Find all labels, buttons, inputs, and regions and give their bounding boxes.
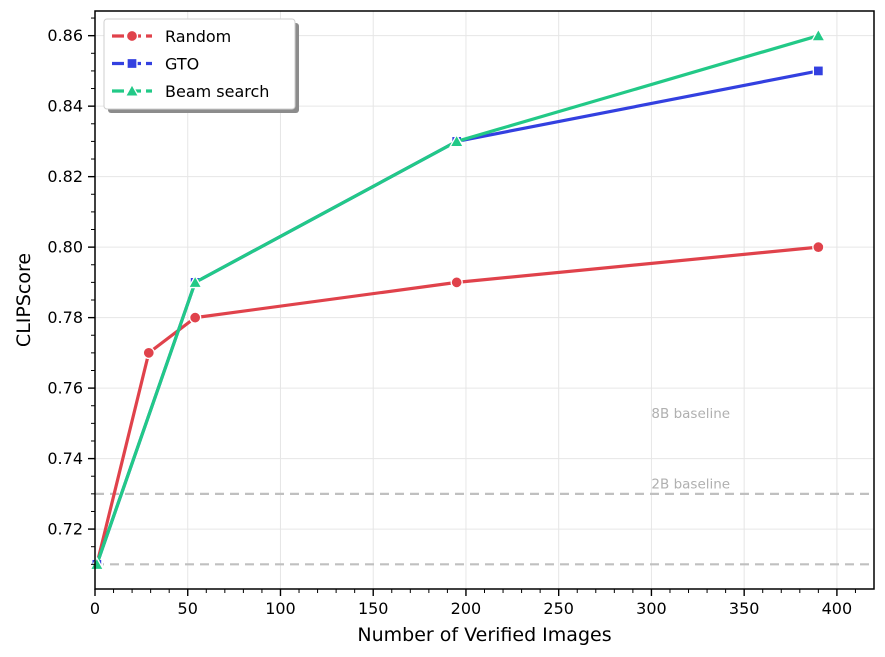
legend-box <box>103 18 296 110</box>
y-tick-label: 0.86 <box>47 26 83 45</box>
legend-marker <box>126 57 138 70</box>
data-point <box>812 65 825 77</box>
reference-line-label: 8B baseline <box>651 406 730 422</box>
data-point <box>449 133 465 148</box>
data-point <box>89 556 105 571</box>
legend-item: GTO <box>112 55 199 74</box>
x-tick-label: 50 <box>178 599 198 618</box>
x-tick-label: 150 <box>358 599 389 618</box>
legend-label: Beam search <box>165 82 269 101</box>
y-tick-label: 0.80 <box>47 238 83 257</box>
x-tick-label: 350 <box>729 599 760 618</box>
y-tick-label: 0.74 <box>47 449 83 468</box>
x-axis-ticks: 0 50 100 150 200 250 300 350 400 <box>90 589 856 618</box>
y-tick-label: 0.78 <box>47 308 83 327</box>
grid-lines <box>94 11 874 589</box>
series-line <box>95 34 819 565</box>
legend-marker <box>125 29 139 43</box>
y-tick-label: 0.84 <box>47 97 83 116</box>
series-beam-search <box>89 27 826 571</box>
y-tick-label: 0.82 <box>47 167 83 186</box>
y-tick-label: 0.76 <box>47 379 83 398</box>
data-point <box>450 276 463 289</box>
legend-label: Random <box>165 27 231 46</box>
legend-item: Beam search <box>112 82 269 101</box>
y-axis-ticks: 0.72 0.74 0.76 0.78 0.80 0.82 0.84 0.86 <box>47 17 95 565</box>
series-random <box>90 240 825 571</box>
legend: Random GTO Beam search <box>103 18 299 113</box>
x-tick-label: 0 <box>90 599 100 618</box>
series-lines <box>89 27 826 571</box>
x-tick-label: 400 <box>822 599 853 618</box>
x-tick-label: 100 <box>265 599 296 618</box>
x-axis-label: Number of Verified Images <box>357 624 611 646</box>
x-tick-label: 250 <box>543 599 574 618</box>
reference-lines: 8B baseline 2B baseline <box>95 406 874 566</box>
data-point <box>189 311 202 324</box>
x-tick-label: 300 <box>636 599 667 618</box>
legend-marker <box>124 83 140 97</box>
y-axis-label: CLIPScore <box>13 253 35 347</box>
y-tick-label: 0.72 <box>47 520 83 539</box>
reference-line-label: 2B baseline <box>651 477 730 493</box>
data-point <box>187 274 203 289</box>
data-point <box>142 346 155 360</box>
data-point <box>810 27 826 42</box>
x-tick-label: 200 <box>451 599 482 618</box>
legend-item: Random <box>112 27 231 46</box>
legend-label: GTO <box>165 55 199 74</box>
data-point <box>812 240 825 254</box>
